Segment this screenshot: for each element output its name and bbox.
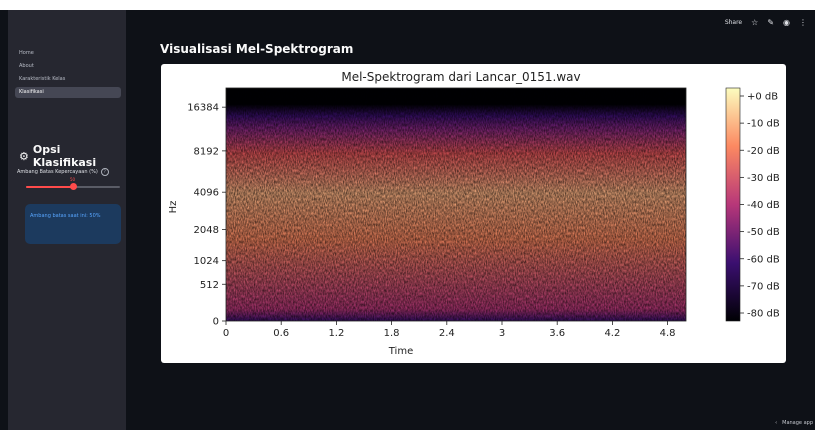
colorbar-tick-label: -10 dB bbox=[747, 119, 780, 130]
y-tick-label: 4096 bbox=[194, 188, 219, 199]
colorbar-tick-label: -70 dB bbox=[747, 281, 780, 292]
spectrogram-texture bbox=[226, 88, 686, 321]
y-tick-label: 2048 bbox=[194, 225, 219, 236]
manage-app-label: Manage app bbox=[782, 420, 813, 426]
chart-card: Mel-Spektrogram dari Lancar_0151.wav 0 0.… bbox=[161, 64, 786, 363]
colorbar-tick-label: -60 dB bbox=[747, 254, 780, 265]
slider-value: 50 bbox=[70, 177, 76, 182]
spectrogram-chart: Mel-Spektrogram dari Lancar_0151.wav 0 0.… bbox=[168, 70, 780, 357]
x-tick-label: 0.6 bbox=[273, 328, 289, 339]
colorbar-tick-label: -30 dB bbox=[747, 173, 780, 184]
y-axis-label: Hz bbox=[168, 201, 179, 214]
x-axis: 0 0.6 1.2 1.8 2.4 3 3.6 4.2 4.8 bbox=[223, 321, 676, 339]
info-text: Ambang batas saat ini: 50% bbox=[30, 213, 101, 219]
x-tick-label: 1.8 bbox=[384, 328, 400, 339]
star-icon[interactable]: ☆ bbox=[751, 18, 759, 27]
x-tick-label: 0 bbox=[223, 328, 229, 339]
colorbar-tick-label: -20 dB bbox=[747, 146, 780, 157]
x-tick-label: 4.8 bbox=[660, 328, 676, 339]
info-box: Ambang batas saat ini: 50% bbox=[25, 204, 121, 244]
share-button[interactable]: Share bbox=[724, 19, 743, 26]
plot-area bbox=[225, 87, 687, 322]
colorbar-tick-label: +0 dB bbox=[747, 92, 778, 103]
x-axis-label: Time bbox=[388, 346, 413, 357]
y-axis: 0 512 1024 2048 4096 8192 16384 bbox=[187, 103, 226, 328]
top-toolbar: Share ☆ ✎ ◉ ⋮ bbox=[725, 18, 807, 27]
chevron-left-icon: ‹ bbox=[775, 420, 778, 426]
colorbar: +0 dB -10 dB -20 dB -30 dB -40 dB -50 dB -60 d… bbox=[725, 87, 780, 322]
slider-thumb[interactable] bbox=[70, 183, 77, 190]
sidebar-nav: Home About Karakteristik Kelas Klasifikasi bbox=[15, 48, 121, 100]
help-icon[interactable]: ? bbox=[100, 168, 109, 176]
x-tick-label: 2.4 bbox=[439, 328, 455, 339]
gear-icon: ⚙ bbox=[19, 149, 29, 163]
sidebar: Home About Karakteristik Kelas Klasifikasi … bbox=[8, 10, 126, 430]
pencil-icon[interactable]: ✎ bbox=[767, 18, 775, 27]
x-tick-label: 3.6 bbox=[549, 328, 565, 339]
sidebar-item-klasifikasi[interactable]: Klasifikasi bbox=[15, 87, 121, 98]
y-tick-label: 16384 bbox=[187, 103, 219, 114]
github-icon[interactable]: ◉ bbox=[783, 18, 790, 27]
confidence-slider[interactable] bbox=[26, 183, 120, 190]
manage-app[interactable]: ‹ Manage app bbox=[775, 420, 813, 426]
chart-title: Mel-Spektrogram dari Lancar_0151.wav bbox=[341, 70, 580, 84]
y-tick-label: 8192 bbox=[194, 146, 219, 157]
sidebar-item-home[interactable]: Home bbox=[19, 50, 34, 56]
y-tick-label: 1024 bbox=[194, 256, 219, 267]
page-title: Visualisasi Mel-Spektrogram bbox=[160, 42, 354, 56]
colorbar-gradient bbox=[725, 87, 741, 322]
x-tick-label: 4.2 bbox=[604, 328, 620, 339]
y-tick-label: 512 bbox=[200, 280, 219, 291]
x-tick-label: 1.2 bbox=[328, 328, 344, 339]
colorbar-tick-label: -80 dB bbox=[747, 309, 780, 320]
more-vertical-icon[interactable]: ⋮ bbox=[799, 18, 807, 27]
y-tick-label: 0 bbox=[213, 317, 219, 328]
colorbar-tick-label: -40 dB bbox=[747, 200, 780, 211]
plot-frame bbox=[225, 87, 687, 322]
section-title: Opsi Klasifikasi bbox=[32, 143, 97, 169]
top-strip bbox=[0, 0, 815, 10]
sidebar-item-karakteristik-kelas[interactable]: Karakteristik Kelas bbox=[19, 76, 66, 82]
sidebar-item-about[interactable]: About bbox=[19, 63, 34, 69]
section-header: ⚙ Opsi Klasifikasi bbox=[19, 143, 126, 169]
slider-label-text: Ambang Batas Kepercayaan (%) bbox=[17, 169, 98, 175]
colorbar-tick-label: -50 dB bbox=[747, 227, 780, 238]
slider-label: Ambang Batas Kepercayaan (%) ? bbox=[17, 168, 109, 176]
x-tick-label: 3 bbox=[499, 328, 505, 339]
slider-fill bbox=[26, 186, 73, 188]
